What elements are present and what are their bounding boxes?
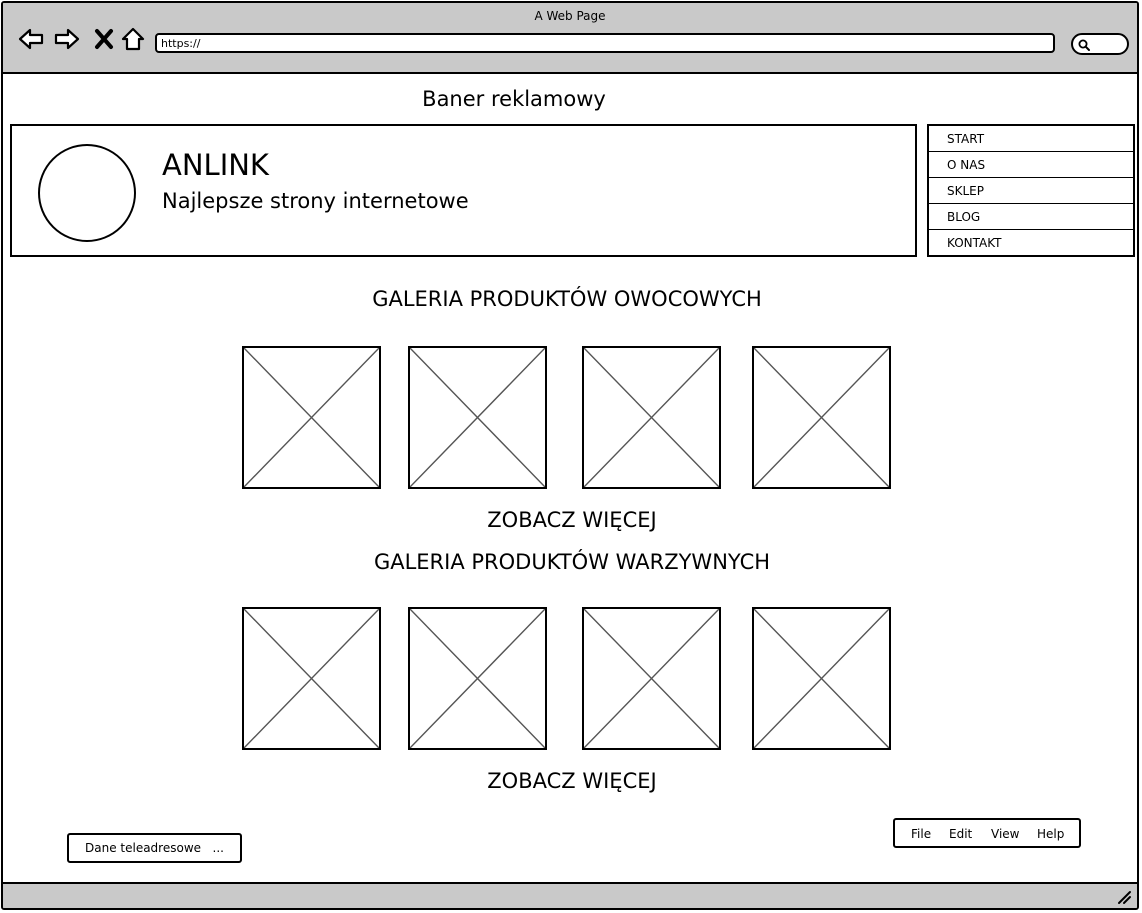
forward-arrow-icon[interactable] [53, 25, 81, 53]
fruit-gallery-title: GALERIA PRODUKTÓW OWOCOWYCH [372, 287, 762, 311]
fruit-image-placeholder-3[interactable] [582, 346, 721, 489]
vegetable-see-more-link[interactable]: ZOBACZ WIĘCEJ [487, 769, 657, 793]
fruit-image-placeholder-2[interactable] [408, 346, 547, 489]
vegetable-image-placeholder-4[interactable] [752, 607, 891, 750]
fruit-image-placeholder-4[interactable] [752, 346, 891, 489]
resize-grip-icon[interactable] [1115, 888, 1133, 906]
nav-item-o-nas[interactable]: O NAS [929, 152, 1133, 178]
image-placeholder-icon [410, 348, 545, 487]
menu-help[interactable]: Help [1037, 827, 1065, 841]
browser-toolbar: A Web Page [3, 3, 1137, 74]
vegetable-image-placeholder-2[interactable] [408, 607, 547, 750]
contact-details-button[interactable]: Dane teleadresowe ... [67, 833, 242, 863]
vegetable-gallery-title: GALERIA PRODUKTÓW WARZYWNYCH [373, 550, 771, 574]
ad-banner-label: Baner reklamowy [422, 87, 606, 111]
brand-name: ANLINK [162, 148, 269, 182]
image-placeholder-icon [244, 609, 379, 748]
nav-item-sklep[interactable]: SKLEP [929, 178, 1133, 204]
nav-item-start[interactable]: START [929, 126, 1133, 152]
vegetable-image-placeholder-3[interactable] [582, 607, 721, 750]
fruit-image-placeholder-1[interactable] [242, 346, 381, 489]
contact-details-label: Dane teleadresowe [85, 841, 202, 855]
search-icon [1078, 39, 1090, 51]
address-bar[interactable] [155, 33, 1055, 53]
window-title: A Web Page [534, 9, 606, 23]
image-placeholder-icon [584, 609, 719, 748]
image-placeholder-icon [754, 348, 889, 487]
menu-file[interactable]: File [911, 827, 932, 841]
image-placeholder-icon [410, 609, 545, 748]
image-placeholder-icon [244, 348, 379, 487]
nav-item-kontakt[interactable]: KONTAKT [947, 236, 1002, 250]
contact-details-ellipsis: ... [212, 841, 224, 855]
menu-edit[interactable]: Edit [949, 827, 973, 841]
home-icon[interactable] [119, 25, 147, 53]
brand-slogan: Najlepsze strony internetowe [162, 189, 469, 213]
back-arrow-icon[interactable] [17, 25, 45, 53]
menu-view[interactable]: View [991, 827, 1020, 841]
status-bar [3, 882, 1137, 908]
image-placeholder-icon [754, 609, 889, 748]
logo-placeholder [38, 144, 136, 242]
nav-item-blog[interactable]: BLOG [929, 204, 1133, 230]
footer-menubar: File Edit View Help [893, 818, 1081, 848]
stop-x-icon[interactable] [91, 25, 119, 53]
site-header: ANLINK Najlepsze strony internetowe [10, 124, 917, 257]
vegetable-image-placeholder-1[interactable] [242, 607, 381, 750]
image-placeholder-icon [584, 348, 719, 487]
fruit-see-more-link[interactable]: ZOBACZ WIĘCEJ [487, 508, 657, 532]
browser-search-field[interactable] [1071, 33, 1129, 55]
main-nav-menu: START O NAS SKLEP BLOG KONTAKT [927, 124, 1135, 257]
